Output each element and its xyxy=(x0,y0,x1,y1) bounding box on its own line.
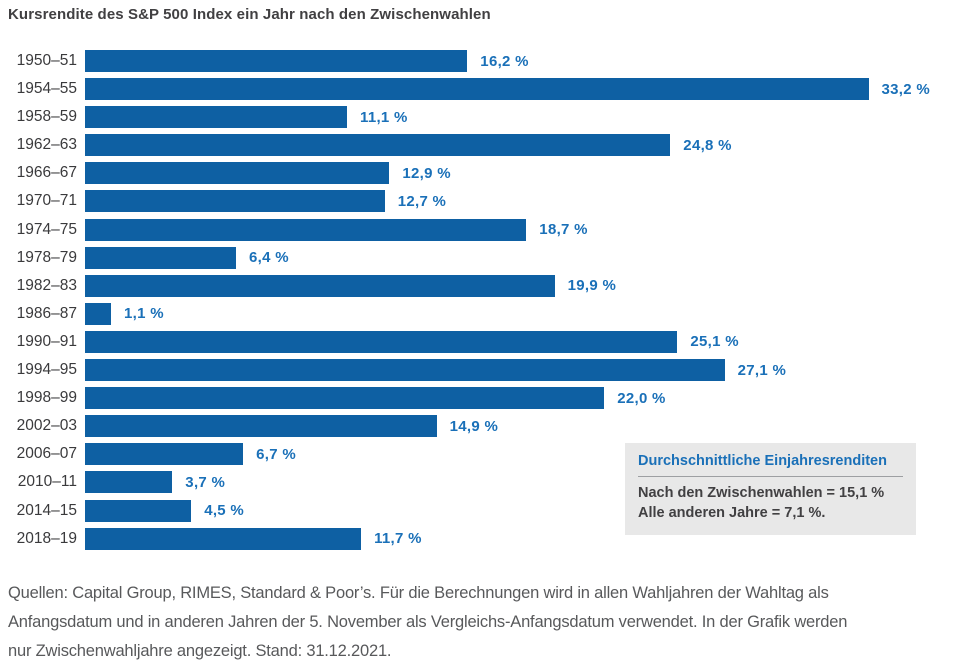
bar xyxy=(85,162,390,185)
bar-chart: 1950–51 16,2 % 1954–55 33,2 % 1958–59 11,1 % 1… xyxy=(0,50,960,556)
bar xyxy=(85,387,605,410)
bar xyxy=(85,471,173,494)
year-label: 1966–67 xyxy=(16,164,77,182)
bar-row: 1990–91 25,1 % xyxy=(0,330,960,353)
source-footnote: Quellen: Capital Group, RIMES, Standard … xyxy=(8,579,954,666)
year-label: 1970–71 xyxy=(16,192,77,210)
bar-row: 2006–07 6,7 % xyxy=(0,443,960,466)
bar-row: 1962–63 24,8 % xyxy=(0,134,960,157)
year-label: 1998–99 xyxy=(16,389,77,407)
value-label: 4,5 % xyxy=(204,502,245,519)
value-label: 14,9 % xyxy=(449,417,499,435)
value-label: 24,8 % xyxy=(683,136,732,154)
bar-row: 2018–19 11,7 % xyxy=(0,527,960,550)
bar-row: 1998–99 22,0 % xyxy=(0,387,960,410)
year-label: 1990–91 xyxy=(16,332,77,350)
value-label: 1,1 % xyxy=(124,305,164,323)
bar xyxy=(85,359,725,382)
average-midterm-line: Nach den Zwischenwahlen = 15,1 % xyxy=(638,485,885,501)
year-label: 1962–63 xyxy=(16,136,77,154)
bar-row: 1954–55 33,2 % xyxy=(0,78,960,101)
value-label: 27,1 % xyxy=(737,361,787,379)
bar-row: 1974–75 18,7 % xyxy=(0,218,960,241)
bar-row: 1958–59 11,1 % xyxy=(0,106,960,129)
average-other-years-line: Alle anderen Jahre = 7,1 %. xyxy=(638,505,826,521)
bar-row: 2014–15 4,5 % xyxy=(0,499,960,522)
value-label: 33,2 % xyxy=(881,80,930,98)
value-label: 12,9 % xyxy=(402,164,451,182)
year-label: 1958–59 xyxy=(16,108,77,126)
year-label: 1982–83 xyxy=(16,276,77,294)
bar xyxy=(85,443,244,466)
bar xyxy=(85,78,869,101)
year-label: 1974–75 xyxy=(16,220,77,238)
bar xyxy=(85,50,468,72)
footnote-line: Quellen: Capital Group, RIMES, Standard … xyxy=(8,584,829,602)
bar xyxy=(85,190,385,213)
bar xyxy=(85,274,555,297)
year-label: 1986–87 xyxy=(16,304,77,322)
bar-row: 1966–67 12,9 % xyxy=(0,162,960,185)
year-label: 2018–19 xyxy=(16,529,77,547)
value-label: 11,7 % xyxy=(374,530,422,548)
year-label: 1978–79 xyxy=(16,248,77,266)
bar-row: 2010–11 3,7 % xyxy=(0,471,960,494)
bar-row: 1986–87 1,1 % xyxy=(0,302,960,325)
bar xyxy=(85,415,437,438)
page-title: Kursrendite des S&P 500 Index ein Jahr n… xyxy=(8,6,491,23)
year-label: 1950–51 xyxy=(16,52,77,69)
bar-row: 1994–95 27,1 % xyxy=(0,359,960,382)
year-label: 1994–95 xyxy=(16,361,77,379)
bar-row: 2002–03 14,9 % xyxy=(0,415,960,438)
bar xyxy=(85,302,111,325)
value-label: 6,7 % xyxy=(256,445,296,463)
year-label: 2014–15 xyxy=(16,501,77,519)
bar xyxy=(85,106,347,129)
bar xyxy=(85,134,671,157)
bar xyxy=(85,246,236,269)
footnote-line: Anfangsdatum und in anderen Jahren der 5… xyxy=(8,613,848,631)
bar-row: 1978–79 6,4 % xyxy=(0,246,960,269)
value-label: 19,9 % xyxy=(567,277,617,295)
value-label: 16,2 % xyxy=(480,52,529,70)
year-label: 1954–55 xyxy=(16,80,77,98)
value-label: 25,1 % xyxy=(690,333,739,351)
bar xyxy=(85,218,527,241)
average-returns-heading: Durchschnittliche Einjahresrenditen xyxy=(638,453,903,477)
bar xyxy=(85,527,362,550)
bar xyxy=(85,499,192,522)
footnote-line: nur Zwischenwahljahre angezeigt. Stand: … xyxy=(8,642,392,660)
bar xyxy=(85,330,678,353)
bar-row: 1982–83 19,9 % xyxy=(0,274,960,297)
value-label: 12,7 % xyxy=(397,192,447,210)
value-label: 3,7 % xyxy=(185,473,226,491)
bar-row: 1950–51 16,2 % xyxy=(0,50,960,72)
year-label: 2006–07 xyxy=(16,445,77,463)
value-label: 11,1 % xyxy=(360,108,408,126)
average-returns-box: Durchschnittliche Einjahresrenditen Nach… xyxy=(625,443,916,535)
value-label: 22,0 % xyxy=(617,389,666,407)
year-label: 2010–11 xyxy=(17,473,77,491)
bar-row: 1970–71 12,7 % xyxy=(0,190,960,213)
value-label: 18,7 % xyxy=(539,221,588,239)
value-label: 6,4 % xyxy=(249,249,289,267)
year-label: 2002–03 xyxy=(16,417,77,435)
